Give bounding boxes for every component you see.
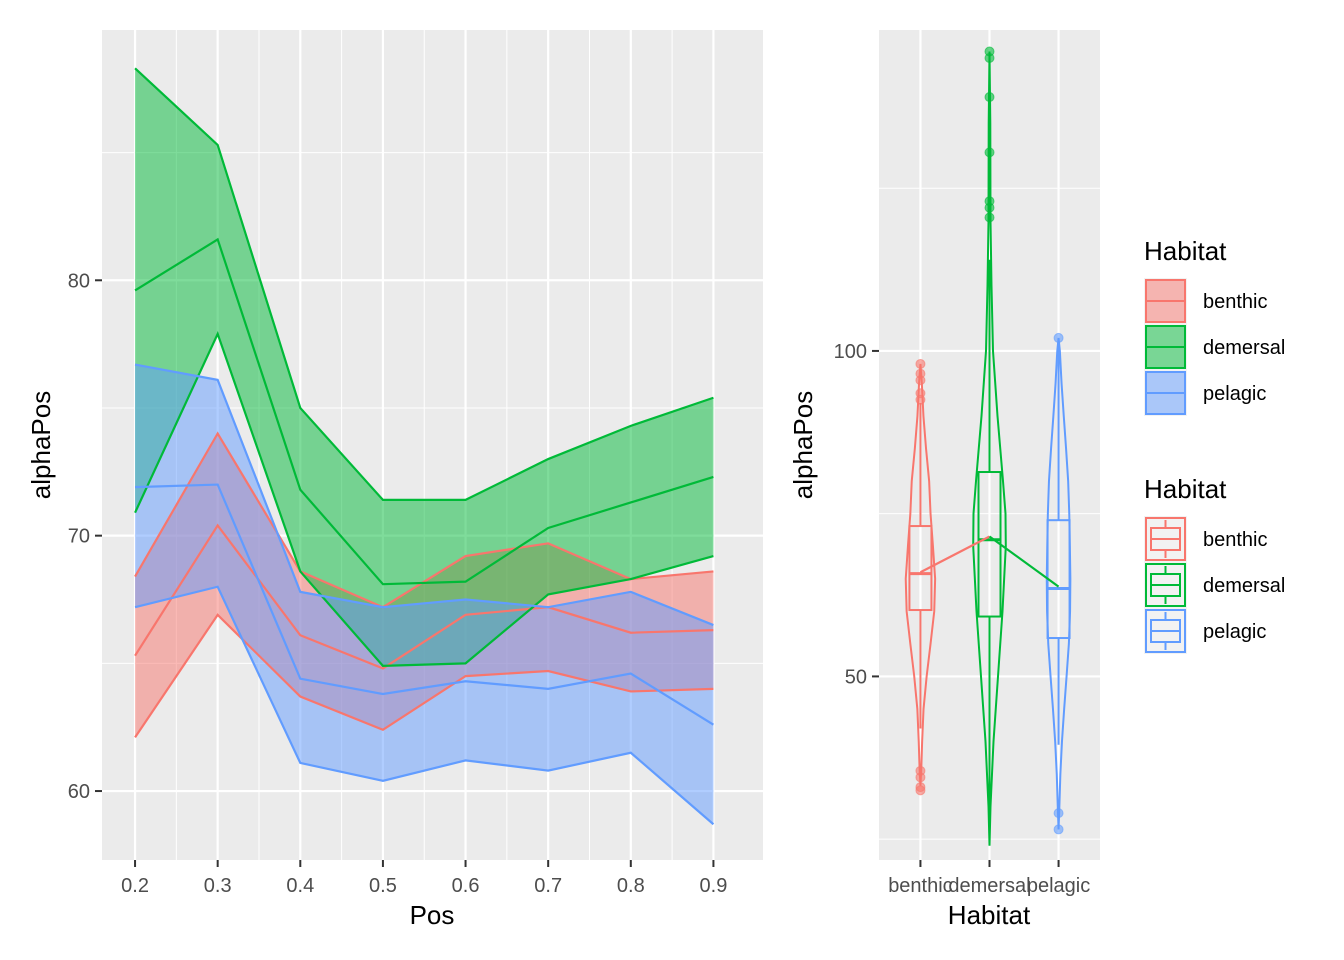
outlier-point	[915, 772, 926, 783]
line-pelagic-upper	[134, 363, 714, 627]
outlier-point	[984, 202, 995, 213]
line-demersal-mean	[134, 237, 714, 586]
x-tick-label: 0.5	[369, 875, 397, 897]
y-tick-label: 70	[68, 526, 90, 548]
outlier-point	[984, 52, 995, 63]
legend-ribbon-items: benthic demersal pelagic	[1144, 278, 1285, 416]
x-tick-label: 0.8	[617, 875, 645, 897]
outlier-point	[984, 147, 995, 158]
legend-label: demersal	[1203, 575, 1285, 597]
legend-ribbon: Habitat benthic demersal pelagic	[1144, 236, 1285, 416]
legend-box-items: benthic demersal pelagic	[1144, 516, 1285, 654]
mean-line-segment	[919, 535, 991, 574]
ribbon-chart-lines	[134, 67, 715, 826]
legend-key-violin-pelagic	[1145, 609, 1186, 653]
legend-label: benthic	[1203, 529, 1268, 551]
ribbon-chart-x-axis-title: Pos	[410, 900, 455, 930]
box-violin-chart-y-axis-title: alphaPos	[788, 391, 818, 499]
x-tick-label: demersal	[948, 875, 1030, 897]
line-benthic-upper	[134, 431, 714, 609]
x-tick-label: 0.7	[534, 875, 562, 897]
legend-label: benthic	[1203, 291, 1268, 313]
y-tick-label: 100	[834, 341, 867, 363]
legend-label: pelagic	[1203, 621, 1266, 643]
y-tick-label: 60	[68, 781, 90, 803]
box-violin-chart-x-axis-title: Habitat	[948, 900, 1031, 930]
x-tick-label: 0.9	[700, 875, 728, 897]
x-tick-label: 0.3	[204, 875, 232, 897]
y-tick-label: 80	[68, 270, 90, 292]
ribbon-chart: 0.2 0.3 0.4 0.5 0.6 0.7 0.8 0.9 60 70 80 Pos alph…	[26, 30, 763, 930]
ribbon-chart-y-ticks: 60 70 80	[68, 270, 102, 803]
line-benthic-mean	[134, 523, 714, 670]
ribbon-chart-x-ticks: 0.2 0.3 0.4 0.5 0.6 0.7 0.8 0.9	[121, 860, 727, 897]
legend-label: pelagic	[1203, 383, 1266, 405]
line-pelagic-lower	[134, 585, 715, 826]
ribbon-pelagic	[135, 364, 714, 825]
line-benthic-lower	[134, 613, 714, 739]
legend-ribbon-title: Habitat	[1144, 236, 1227, 266]
x-tick-label: 0.2	[121, 875, 149, 897]
x-tick-label: 0.6	[452, 875, 480, 897]
ribbon-chart-y-axis-title: alphaPos	[26, 391, 56, 499]
outlier-point	[1053, 808, 1064, 819]
outlier-point	[915, 358, 926, 369]
box-benthic	[908, 525, 933, 612]
outlier-point	[1053, 332, 1064, 343]
x-tick-label: pelagic	[1027, 875, 1090, 897]
box-violin-chart-y-ticks: 50 100	[834, 341, 879, 688]
ribbon-demersal	[135, 68, 714, 666]
outlier-point	[984, 92, 995, 103]
x-tick-label: 0.4	[286, 875, 314, 897]
outlier-point	[984, 212, 995, 223]
outlier-point	[915, 785, 926, 796]
line-demersal-upper	[134, 67, 714, 502]
legend-box: Habitat benthic demersal pelagic	[1144, 474, 1285, 654]
line-pelagic-mean	[135, 483, 715, 726]
y-tick-label: 50	[845, 666, 867, 688]
line-demersal-lower	[134, 330, 714, 668]
legend-box-title: Habitat	[1144, 474, 1227, 504]
outlier-point	[915, 394, 926, 405]
legend-key-violin-benthic	[1145, 517, 1186, 561]
outlier-point	[915, 375, 926, 386]
ribbon-chart-ribbons	[135, 68, 714, 825]
mean-line-segment	[988, 535, 1060, 588]
outlier-point	[1053, 824, 1064, 835]
legend-label: demersal	[1203, 337, 1285, 359]
legend-key-violin-demersal	[1145, 563, 1186, 607]
box-violin-chart-marks	[904, 46, 1072, 846]
x-tick-label: benthic	[888, 875, 953, 897]
